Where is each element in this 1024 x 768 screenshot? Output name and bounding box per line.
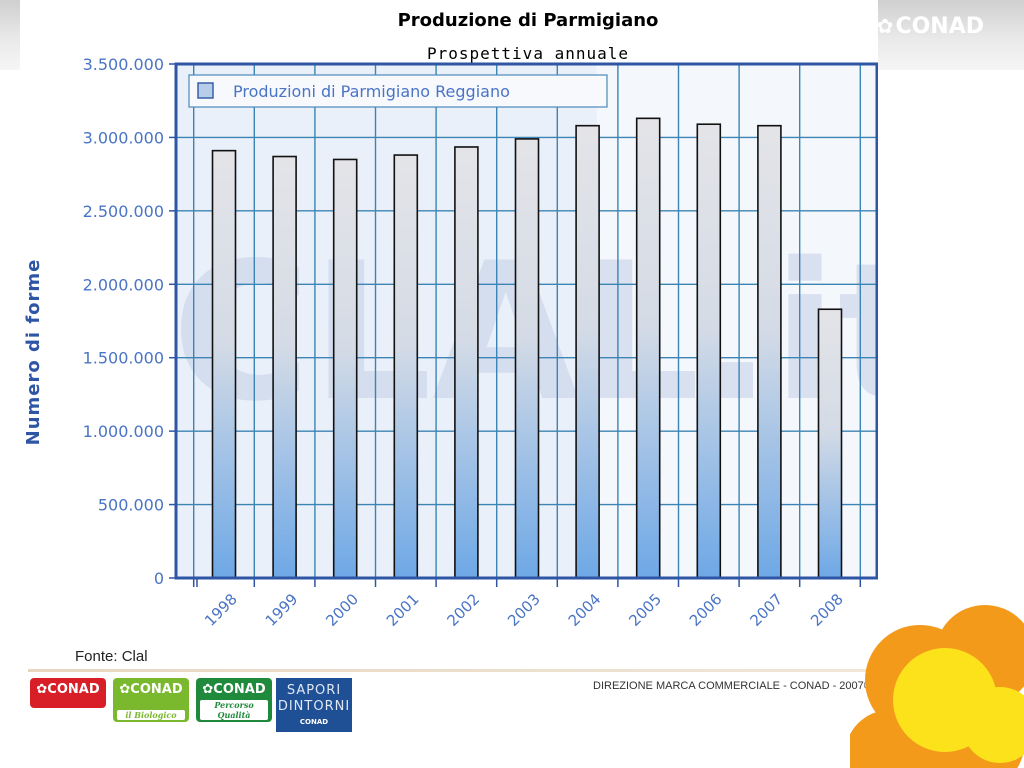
conad-logo-1: ✿CONAD [30,678,106,708]
legend-box [188,74,608,108]
x-tick-label: 2004 [565,590,605,630]
y-tick-label: 0 [154,569,164,588]
x-tick-label: 1999 [262,590,302,630]
conad-logo-sub: il Biologico [117,710,185,720]
conad-logo-sub: Percorso Qualità [200,700,268,720]
bar-2008 [817,308,843,579]
conad-logo-2: ✿CONAD il Biologico [113,678,189,722]
flower-decoration [850,605,1024,768]
bar-2003 [514,138,540,579]
footer-text: DIREZIONE MARCA COMMERCIALE - CONAD - 20… [593,680,872,692]
sapori-line2: DINTORNI [277,699,351,714]
bar-1999 [272,155,297,579]
y-tick-label: 500.000 [98,496,164,515]
chart-subtitle: Prospettiva annuale [427,44,629,63]
corner-logo-text: CONAD [895,14,984,39]
sapori-line3: CONAD [299,718,329,726]
y-axis-label: Numero di forme [23,259,44,446]
x-tick-label: 2005 [625,590,665,630]
y-tick-label: 3.500.000 [83,55,164,74]
x-tick-label: 2008 [807,590,847,630]
x-tick-label: 2006 [686,590,726,630]
x-tick-label: 1998 [201,590,241,630]
bar-2001 [393,154,419,579]
chart-panel: CLAL.it Produzione di ParmigianoProspett… [20,0,878,665]
x-tick-label: 2002 [443,590,483,630]
x-tick-label: 2001 [383,590,423,630]
bar-2000 [332,158,358,579]
conad-logo-label: ✿CONAD [202,682,266,697]
bar-2005 [635,117,661,579]
bar-chart: CLAL.it Produzione di ParmigianoProspett… [23,10,878,630]
y-tick-label: 2.000.000 [83,275,164,294]
x-tick-label: 2007 [746,590,786,630]
x-tick-label: 2003 [504,590,544,630]
conad-corner-logo: ✿CONAD [877,14,984,39]
legend-swatch [197,82,214,99]
flower-icon: ✿ [876,14,894,38]
bar-2006 [696,123,722,579]
conad-logo-label: ✿CONAD [36,682,100,697]
bar-2002 [454,146,479,579]
conad-logo-label: ✿CONAD [119,682,183,697]
sapori-dintorni-logo: SAPORI DINTORNI CONAD [276,678,352,732]
bar-1998 [211,149,237,579]
y-tick-label: 2.500.000 [83,202,164,221]
bar-2004 [575,124,600,579]
y-tick-label: 1.500.000 [83,349,164,368]
source-note: Fonte: Clal [75,648,148,665]
chart-title: Produzione di Parmigiano [398,10,659,31]
legend-label: Produzioni di Parmigiano Reggiano [233,82,510,101]
y-tick-label: 1.000.000 [83,422,164,441]
y-tick-label: 3.000.000 [83,128,164,147]
conad-logo-3: ✿CONAD Percorso Qualità [196,678,272,722]
plot-frame [174,62,878,580]
footer-divider [28,669,878,672]
sapori-line1: SAPORI [286,683,342,698]
bar-2007 [757,124,782,579]
x-tick-label: 2000 [322,590,362,630]
